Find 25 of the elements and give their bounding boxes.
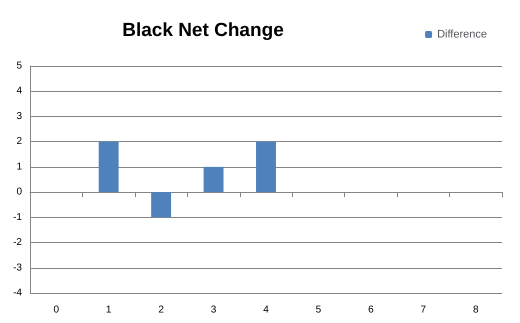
y-tick-label: -1	[13, 212, 22, 223]
bar	[98, 142, 119, 192]
y-tick-label: 1	[16, 161, 22, 172]
y-tick-label: -2	[13, 237, 22, 248]
x-tick-label: 0	[53, 304, 60, 316]
legend-label: Difference	[437, 28, 487, 40]
bar	[151, 192, 172, 218]
y-tick-label: 4	[16, 86, 22, 97]
y-tick-label: -3	[13, 262, 22, 274]
x-tick-label: 8	[472, 304, 479, 316]
chart-title: Black Net Change	[122, 20, 284, 41]
x-tick-label: 3	[210, 304, 217, 316]
y-tick-label: 3	[16, 110, 22, 122]
x-tick-label: 4	[263, 304, 270, 316]
x-tick-label: 6	[368, 304, 374, 316]
x-tick-label: 2	[158, 304, 164, 316]
x-tick-label: 5	[316, 304, 322, 316]
y-tick-label: 5	[16, 60, 22, 72]
x-tick-label: 1	[106, 304, 112, 316]
y-tick-label: 2	[16, 136, 22, 148]
y-tick-label: 0	[16, 186, 22, 198]
y-tick-label: -4	[13, 288, 22, 298]
bar	[256, 142, 276, 192]
bar	[204, 166, 224, 192]
x-tick-label: 7	[420, 304, 427, 316]
